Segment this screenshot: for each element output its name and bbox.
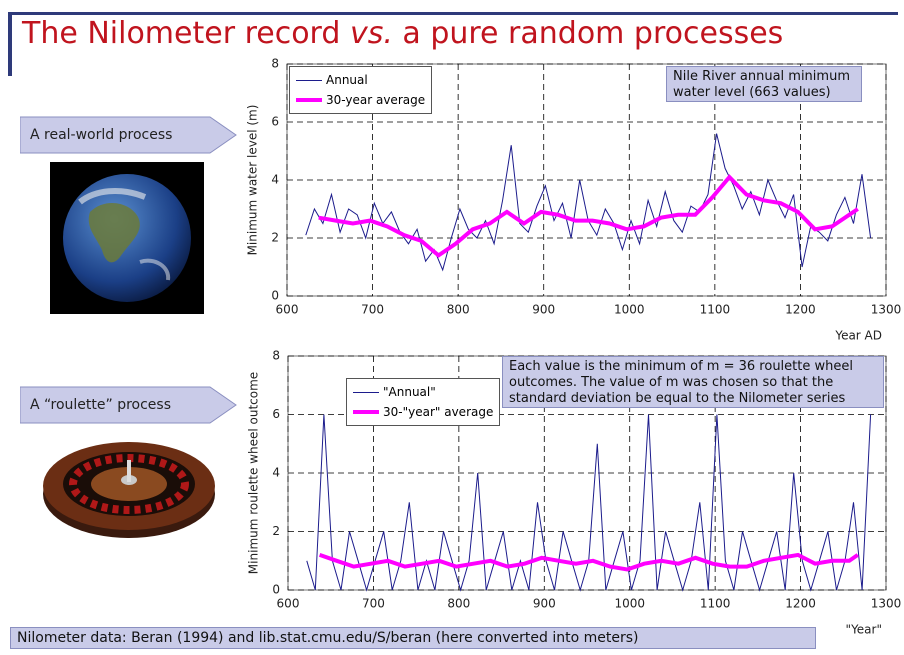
legend-entry: Annual bbox=[296, 70, 425, 90]
legend-label: Annual bbox=[326, 73, 368, 87]
x-tick-label: 800 bbox=[447, 303, 470, 317]
y-tick-label: 6 bbox=[271, 115, 279, 129]
legend-entry: "Annual" bbox=[353, 382, 493, 402]
x-tick-label: 1100 bbox=[700, 597, 731, 611]
y-tick-label: 0 bbox=[272, 583, 280, 597]
legend-swatch bbox=[296, 98, 322, 102]
slide: The Nilometer record vs. a pure random p… bbox=[0, 0, 904, 655]
y-tick-label: 8 bbox=[271, 57, 279, 71]
y-tick-label: 2 bbox=[271, 231, 279, 245]
legend-entry: 30-"year" average bbox=[353, 402, 493, 422]
legend: Annual 30-year average bbox=[289, 66, 432, 114]
legend-label: 30-year average bbox=[326, 93, 425, 107]
x-tick-label: 1200 bbox=[785, 597, 816, 611]
annotation: Each value is the minimum of m = 36 roul… bbox=[502, 356, 884, 408]
x-axis-title: Year AD bbox=[834, 329, 882, 343]
x-tick-label: 600 bbox=[276, 303, 299, 317]
y-tick-label: 2 bbox=[272, 524, 280, 538]
y-axis-title: Minimum roulette wheel outcome bbox=[247, 372, 261, 574]
footer-note: Nilometer data: Beran (1994) and lib.sta… bbox=[10, 627, 816, 649]
x-axis-title: "Year" bbox=[846, 623, 882, 637]
x-tick-label: 800 bbox=[447, 597, 470, 611]
y-axis-title: Minimum water level (m) bbox=[246, 105, 260, 256]
y-tick-label: 8 bbox=[272, 349, 280, 363]
legend-entry: 30-year average bbox=[296, 90, 425, 110]
legend-swatch bbox=[296, 80, 322, 81]
x-tick-label: 700 bbox=[362, 597, 385, 611]
legend: "Annual" 30-"year" average bbox=[346, 378, 500, 426]
annotation: Nile River annual minimum water level (6… bbox=[666, 66, 862, 102]
x-tick-label: 1300 bbox=[871, 597, 902, 611]
x-tick-label: 1300 bbox=[871, 303, 902, 317]
x-tick-label: 1100 bbox=[700, 303, 731, 317]
y-tick-label: 6 bbox=[272, 407, 280, 421]
legend-swatch bbox=[353, 392, 379, 393]
legend-swatch bbox=[353, 410, 379, 414]
legend-label: "Annual" bbox=[383, 385, 436, 399]
x-tick-label: 900 bbox=[532, 303, 555, 317]
x-tick-label: 1000 bbox=[614, 303, 645, 317]
x-tick-label: 1000 bbox=[614, 597, 645, 611]
y-tick-label: 0 bbox=[271, 289, 279, 303]
x-tick-label: 900 bbox=[533, 597, 556, 611]
x-tick-label: 600 bbox=[277, 597, 300, 611]
x-tick-label: 1200 bbox=[785, 303, 816, 317]
y-tick-label: 4 bbox=[272, 466, 280, 480]
x-tick-label: 700 bbox=[361, 303, 384, 317]
legend-label: 30-"year" average bbox=[383, 405, 493, 419]
y-tick-label: 4 bbox=[271, 173, 279, 187]
